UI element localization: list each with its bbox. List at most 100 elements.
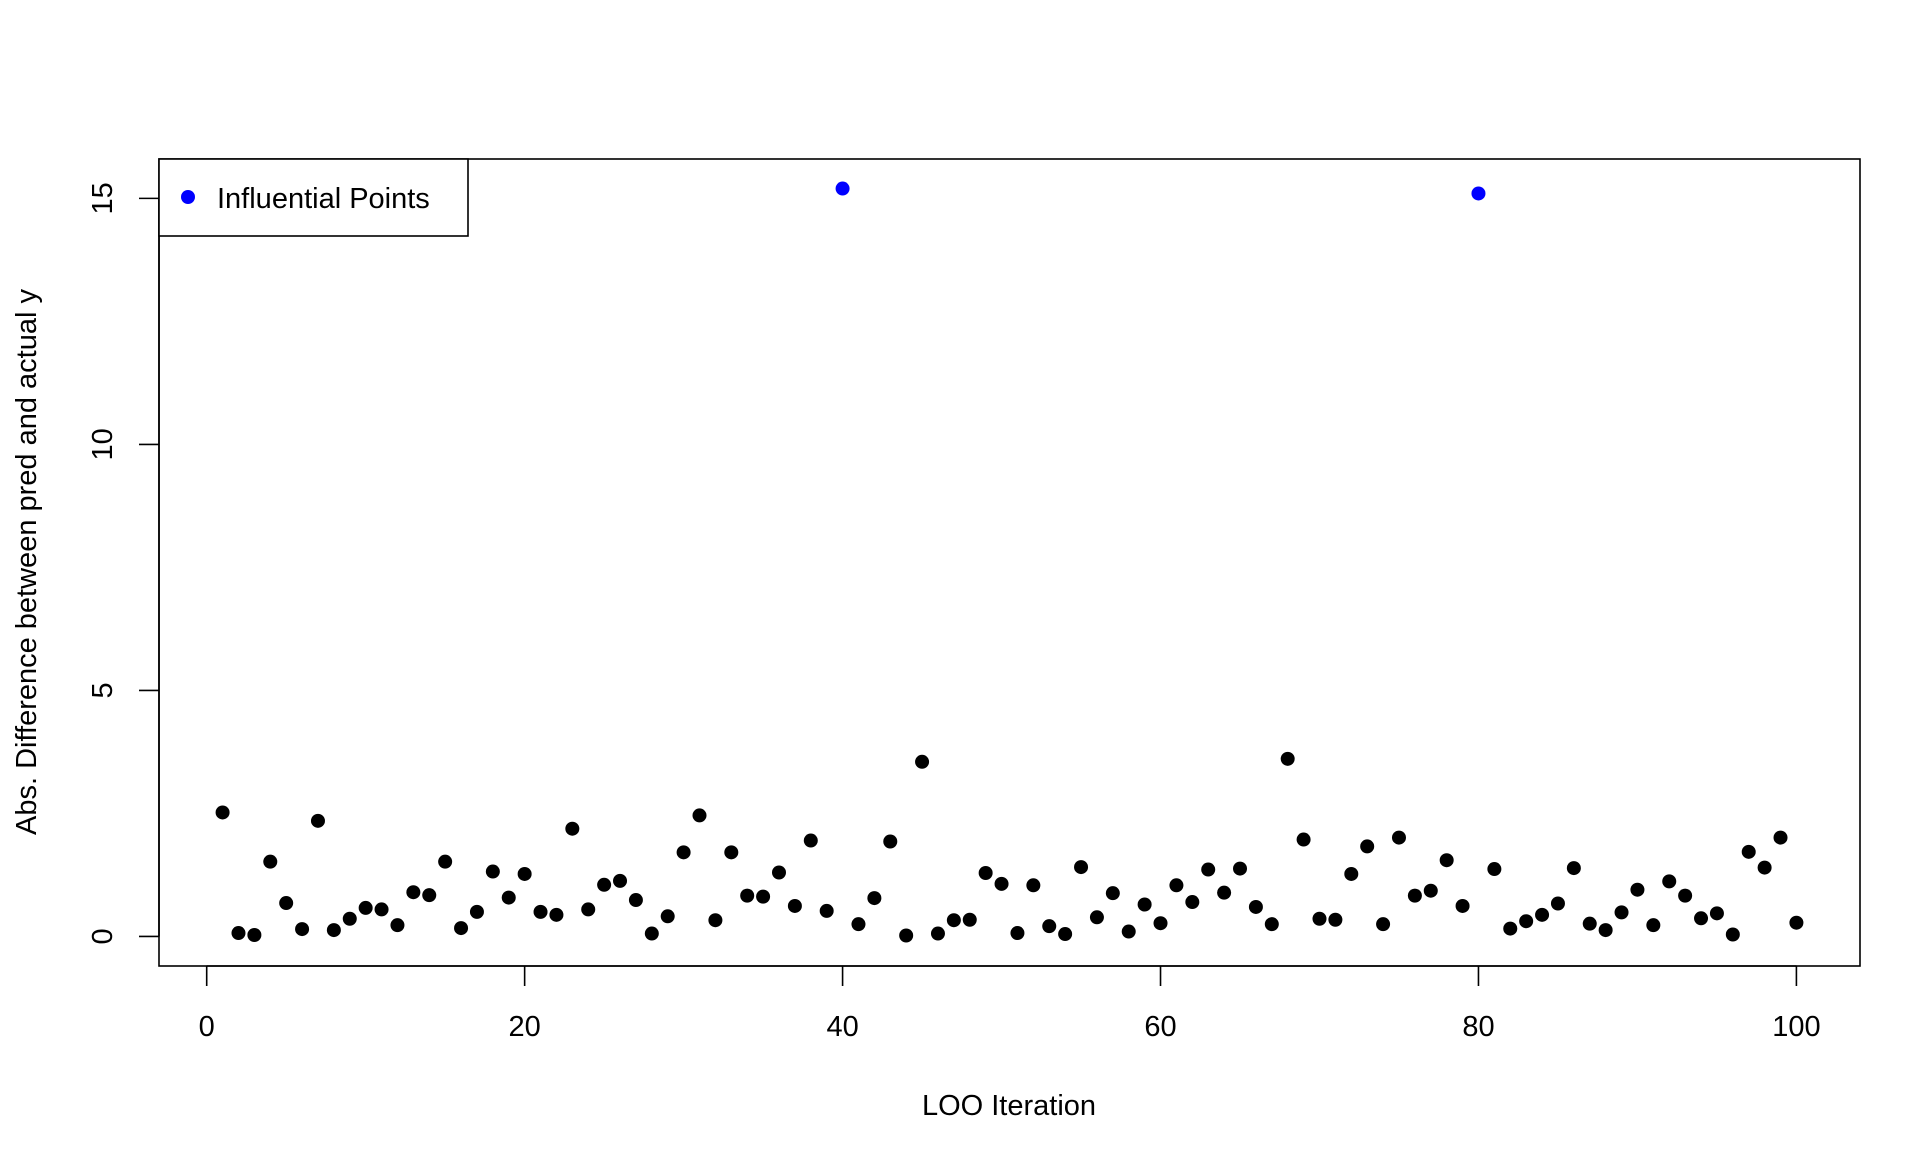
data-point — [1709, 906, 1724, 921]
data-point — [1757, 860, 1772, 875]
y-tick-label: 0 — [87, 928, 119, 944]
y-axis: 0 5 10 15 — [87, 182, 160, 945]
x-tick-label: 80 — [1462, 1011, 1494, 1043]
data-point — [644, 926, 659, 941]
plot-frame — [158, 158, 1861, 967]
data-point — [1789, 915, 1804, 930]
data-point — [1312, 911, 1327, 926]
data-point — [326, 923, 341, 938]
y-tick-label: 5 — [87, 682, 119, 698]
legend-box — [158, 158, 469, 237]
data-point — [1598, 923, 1613, 938]
data-point — [1773, 830, 1788, 845]
influential-point — [1471, 186, 1486, 201]
legend: Influential Points — [158, 158, 469, 237]
legend-marker-influential-points — [181, 190, 195, 204]
y-axis-label: Abs. Difference between pred and actual … — [11, 289, 43, 835]
data-point — [692, 808, 707, 823]
data-point — [1360, 839, 1375, 854]
x-tick-label: 20 — [509, 1011, 541, 1043]
data-point — [581, 902, 596, 917]
data-point — [1153, 916, 1168, 931]
data-point — [851, 917, 866, 932]
data-point — [1137, 897, 1152, 912]
data-point — [310, 813, 325, 828]
data-point — [994, 876, 1009, 891]
data-point — [1646, 918, 1661, 933]
data-point — [358, 900, 373, 915]
data-point — [1725, 927, 1740, 942]
data-point — [867, 891, 882, 906]
data-point — [454, 921, 469, 936]
data-point — [533, 904, 548, 919]
data-point — [1121, 924, 1136, 939]
data-point — [501, 890, 516, 905]
data-point — [946, 913, 961, 928]
data-point — [406, 885, 421, 900]
data-point — [708, 913, 723, 928]
data-point — [422, 888, 437, 903]
data-point — [1614, 905, 1629, 920]
data-point — [1407, 888, 1422, 903]
data-point — [930, 926, 945, 941]
y-tick-label: 10 — [87, 428, 119, 460]
data-point — [295, 922, 310, 937]
data-point — [469, 904, 484, 919]
data-point — [899, 928, 914, 943]
x-axis: 0 20 40 60 80 100 — [199, 965, 1821, 1043]
data-point — [374, 902, 389, 917]
data-point — [438, 854, 453, 869]
data-point — [676, 845, 691, 860]
data-point — [1010, 926, 1025, 941]
x-tick-label: 60 — [1144, 1011, 1176, 1043]
data-point — [597, 877, 612, 892]
data-point — [1296, 832, 1311, 847]
data-point — [1233, 861, 1248, 876]
data-point — [978, 865, 993, 880]
data-point — [549, 907, 564, 922]
data-point — [1344, 866, 1359, 881]
data-point — [787, 898, 802, 913]
data-point — [628, 893, 643, 908]
data-point — [342, 911, 357, 926]
data-point — [1169, 878, 1184, 893]
data-point — [962, 912, 977, 927]
data-point — [915, 754, 930, 769]
data-point — [1201, 862, 1216, 877]
data-point — [1026, 878, 1041, 893]
data-point — [1662, 874, 1677, 889]
data-point — [1503, 921, 1518, 936]
x-tick-label: 40 — [826, 1011, 858, 1043]
data-point — [1248, 899, 1263, 914]
data-point — [613, 873, 628, 888]
data-point — [883, 834, 898, 849]
data-point — [1089, 910, 1104, 925]
data-point — [263, 854, 278, 869]
data-point — [1391, 830, 1406, 845]
data-point — [1439, 853, 1454, 868]
data-point — [1694, 911, 1709, 926]
data-point — [1264, 917, 1279, 932]
influential-point — [835, 181, 850, 196]
data-point — [1487, 862, 1502, 877]
data-point — [1566, 861, 1581, 876]
data-point — [231, 926, 246, 941]
data-point — [485, 864, 500, 879]
data-point — [1058, 927, 1073, 942]
data-point — [1519, 914, 1534, 929]
data-point — [1678, 888, 1693, 903]
data-point — [1074, 860, 1089, 875]
data-point — [1280, 751, 1295, 766]
data-point — [517, 866, 532, 881]
y-tick-label: 15 — [87, 182, 119, 214]
data-point — [247, 927, 262, 942]
data-point — [1376, 917, 1391, 932]
data-point — [740, 888, 755, 903]
data-point — [1423, 883, 1438, 898]
x-tick-label: 0 — [199, 1011, 215, 1043]
data-point — [1630, 882, 1645, 897]
data-point — [771, 865, 786, 880]
data-point — [390, 918, 405, 933]
x-axis-label: LOO Iteration — [922, 1090, 1096, 1122]
